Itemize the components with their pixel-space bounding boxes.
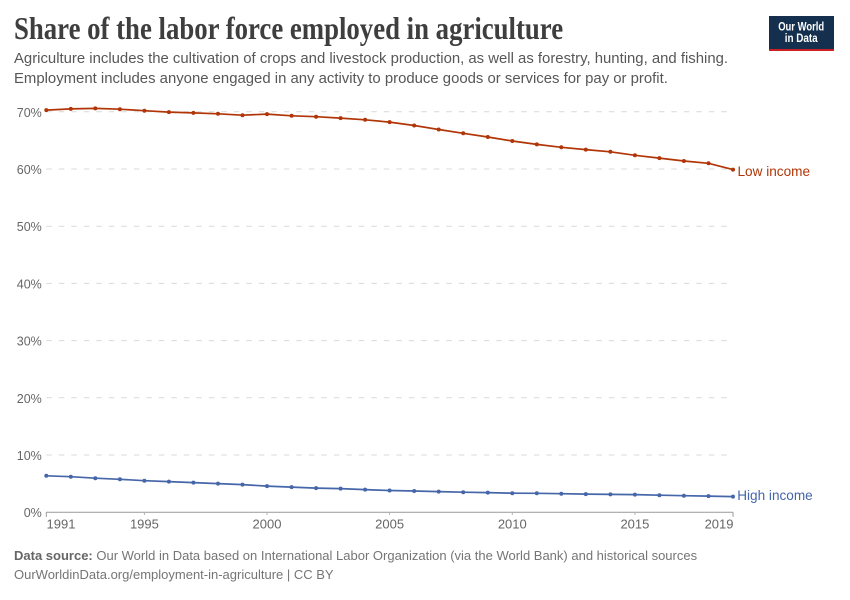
svg-text:2000: 2000 [253, 516, 282, 531]
svg-text:1991: 1991 [47, 516, 76, 531]
svg-text:2019: 2019 [705, 516, 734, 531]
svg-text:60%: 60% [17, 163, 42, 177]
svg-text:30%: 30% [17, 335, 42, 349]
svg-text:40%: 40% [17, 277, 42, 291]
svg-text:10%: 10% [17, 449, 42, 463]
svg-text:2015: 2015 [620, 516, 649, 531]
svg-text:2005: 2005 [375, 516, 404, 531]
svg-text:Our World: Our World [778, 19, 824, 33]
svg-text:in Data: in Data [785, 31, 818, 45]
svg-text:50%: 50% [17, 220, 42, 234]
svg-text:0%: 0% [24, 506, 42, 520]
svg-text:1995: 1995 [130, 516, 159, 531]
svg-text:20%: 20% [17, 392, 42, 406]
svg-text:70%: 70% [17, 106, 42, 120]
svg-text:2010: 2010 [498, 516, 527, 531]
